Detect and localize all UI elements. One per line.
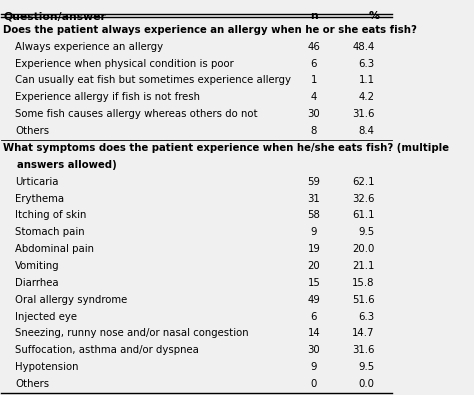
Text: Stomach pain: Stomach pain: [15, 227, 85, 237]
Text: answers allowed): answers allowed): [3, 160, 117, 170]
Text: 9: 9: [311, 227, 317, 237]
Text: 32.6: 32.6: [352, 194, 374, 203]
Text: Oral allergy syndrome: Oral allergy syndrome: [15, 295, 128, 305]
Text: 6: 6: [311, 312, 317, 322]
Text: Hypotension: Hypotension: [15, 362, 79, 372]
Text: 59: 59: [308, 177, 320, 187]
Text: 31: 31: [308, 194, 320, 203]
Text: Experience when physical condition is poor: Experience when physical condition is po…: [15, 58, 234, 69]
Text: 49: 49: [308, 295, 320, 305]
Text: 1.1: 1.1: [358, 75, 374, 85]
Text: 61.1: 61.1: [352, 211, 374, 220]
Text: 0: 0: [311, 379, 317, 389]
Text: 30: 30: [308, 109, 320, 119]
Text: 30: 30: [308, 345, 320, 355]
Text: Abdominal pain: Abdominal pain: [15, 244, 94, 254]
Text: 4: 4: [311, 92, 317, 102]
Text: Erythema: Erythema: [15, 194, 64, 203]
Text: Experience allergy if fish is not fresh: Experience allergy if fish is not fresh: [15, 92, 200, 102]
Text: %: %: [369, 11, 380, 21]
Text: Can usually eat fish but sometimes experience allergy: Can usually eat fish but sometimes exper…: [15, 75, 291, 85]
Text: 20.0: 20.0: [352, 244, 374, 254]
Text: 8.4: 8.4: [358, 126, 374, 136]
Text: 51.6: 51.6: [352, 295, 374, 305]
Text: 31.6: 31.6: [352, 109, 374, 119]
Text: 62.1: 62.1: [352, 177, 374, 187]
Text: 48.4: 48.4: [352, 42, 374, 52]
Text: Question/answer: Question/answer: [3, 11, 106, 21]
Text: Urticaria: Urticaria: [15, 177, 59, 187]
Text: 20: 20: [308, 261, 320, 271]
Text: 15: 15: [308, 278, 320, 288]
Text: 15.8: 15.8: [352, 278, 374, 288]
Text: 21.1: 21.1: [352, 261, 374, 271]
Text: 14.7: 14.7: [352, 328, 374, 339]
Text: 8: 8: [311, 126, 317, 136]
Text: Vomiting: Vomiting: [15, 261, 60, 271]
Text: 6.3: 6.3: [358, 312, 374, 322]
Text: Suffocation, asthma and/or dyspnea: Suffocation, asthma and/or dyspnea: [15, 345, 199, 355]
Text: n: n: [310, 11, 318, 21]
Text: 0.0: 0.0: [358, 379, 374, 389]
Text: Injected eye: Injected eye: [15, 312, 77, 322]
Text: Some fish causes allergy whereas others do not: Some fish causes allergy whereas others …: [15, 109, 258, 119]
Text: 9.5: 9.5: [358, 227, 374, 237]
Text: Does the patient always experience an allergy when he or she eats fish?: Does the patient always experience an al…: [3, 25, 417, 35]
Text: 31.6: 31.6: [352, 345, 374, 355]
Text: 9.5: 9.5: [358, 362, 374, 372]
Text: 14: 14: [308, 328, 320, 339]
Text: 6: 6: [311, 58, 317, 69]
Text: Diarrhea: Diarrhea: [15, 278, 59, 288]
Text: 46: 46: [308, 42, 320, 52]
Text: Always experience an allergy: Always experience an allergy: [15, 42, 163, 52]
Text: What symptoms does the patient experience when he/she eats fish? (multiple: What symptoms does the patient experienc…: [3, 143, 449, 153]
Text: Others: Others: [15, 379, 49, 389]
Text: Sneezing, runny nose and/or nasal congestion: Sneezing, runny nose and/or nasal conges…: [15, 328, 249, 339]
Text: 9: 9: [311, 362, 317, 372]
Text: 6.3: 6.3: [358, 58, 374, 69]
Text: 4.2: 4.2: [358, 92, 374, 102]
Text: 58: 58: [308, 211, 320, 220]
Text: 19: 19: [308, 244, 320, 254]
Text: Others: Others: [15, 126, 49, 136]
Text: Itching of skin: Itching of skin: [15, 211, 86, 220]
Text: 1: 1: [311, 75, 317, 85]
